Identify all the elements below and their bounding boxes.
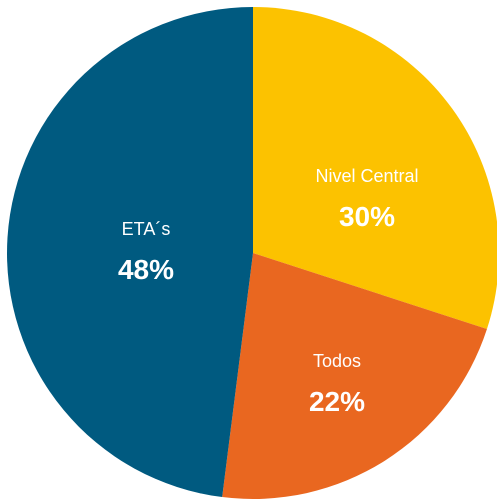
slice-label-2: Todos [313,351,361,371]
slice-value-1: 30% [339,201,395,232]
slice-label-3: ETA´s [122,219,171,239]
pie-slice-1 [253,7,497,330]
pie-slice-3 [7,7,254,498]
pie-labels: Nivel Central 30% Todos 22% ETA´s 48% [118,166,419,417]
slice-value-2: 22% [309,386,365,417]
slice-label-1: Nivel Central [315,166,418,186]
pie-slices [7,7,497,499]
pie-slice-2 [222,253,487,499]
slice-value-3: 48% [118,254,174,285]
